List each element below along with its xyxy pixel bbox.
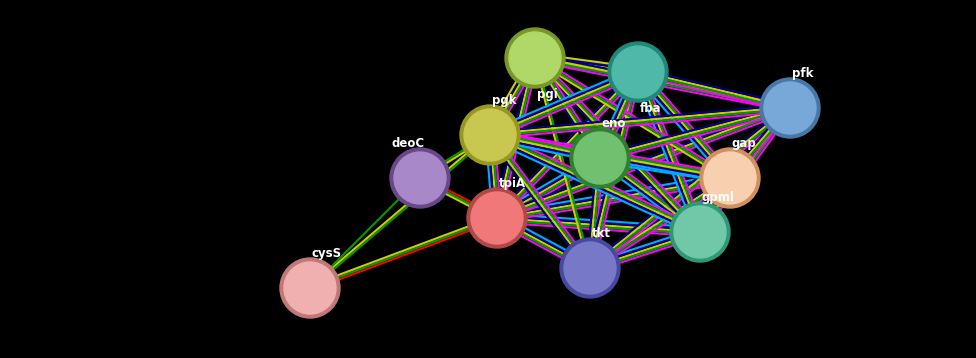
Text: pgi: pgi bbox=[537, 88, 557, 101]
Circle shape bbox=[467, 188, 527, 248]
Circle shape bbox=[574, 132, 626, 184]
Circle shape bbox=[560, 238, 620, 298]
Text: tkt: tkt bbox=[592, 227, 611, 240]
Text: eno: eno bbox=[602, 117, 627, 130]
Text: fba: fba bbox=[640, 102, 662, 115]
Circle shape bbox=[674, 206, 726, 258]
Text: pgk: pgk bbox=[492, 94, 516, 107]
Circle shape bbox=[764, 82, 816, 134]
Circle shape bbox=[760, 78, 820, 138]
Circle shape bbox=[509, 32, 561, 84]
Circle shape bbox=[464, 109, 516, 161]
Circle shape bbox=[284, 262, 336, 314]
Text: pfk: pfk bbox=[792, 67, 813, 80]
Text: gpml: gpml bbox=[702, 191, 735, 204]
Circle shape bbox=[564, 242, 616, 294]
Circle shape bbox=[394, 152, 446, 204]
Circle shape bbox=[612, 46, 664, 98]
Circle shape bbox=[280, 258, 340, 318]
Text: deoC: deoC bbox=[392, 137, 426, 150]
Text: tpiA: tpiA bbox=[499, 177, 526, 190]
Circle shape bbox=[570, 128, 630, 188]
Text: cysS: cysS bbox=[312, 247, 343, 260]
Circle shape bbox=[471, 192, 523, 244]
Circle shape bbox=[704, 152, 756, 204]
Circle shape bbox=[670, 202, 730, 262]
Circle shape bbox=[608, 42, 668, 102]
Circle shape bbox=[390, 148, 450, 208]
Circle shape bbox=[460, 105, 520, 165]
Circle shape bbox=[700, 148, 760, 208]
Circle shape bbox=[505, 28, 565, 88]
Text: gap: gap bbox=[732, 137, 756, 150]
